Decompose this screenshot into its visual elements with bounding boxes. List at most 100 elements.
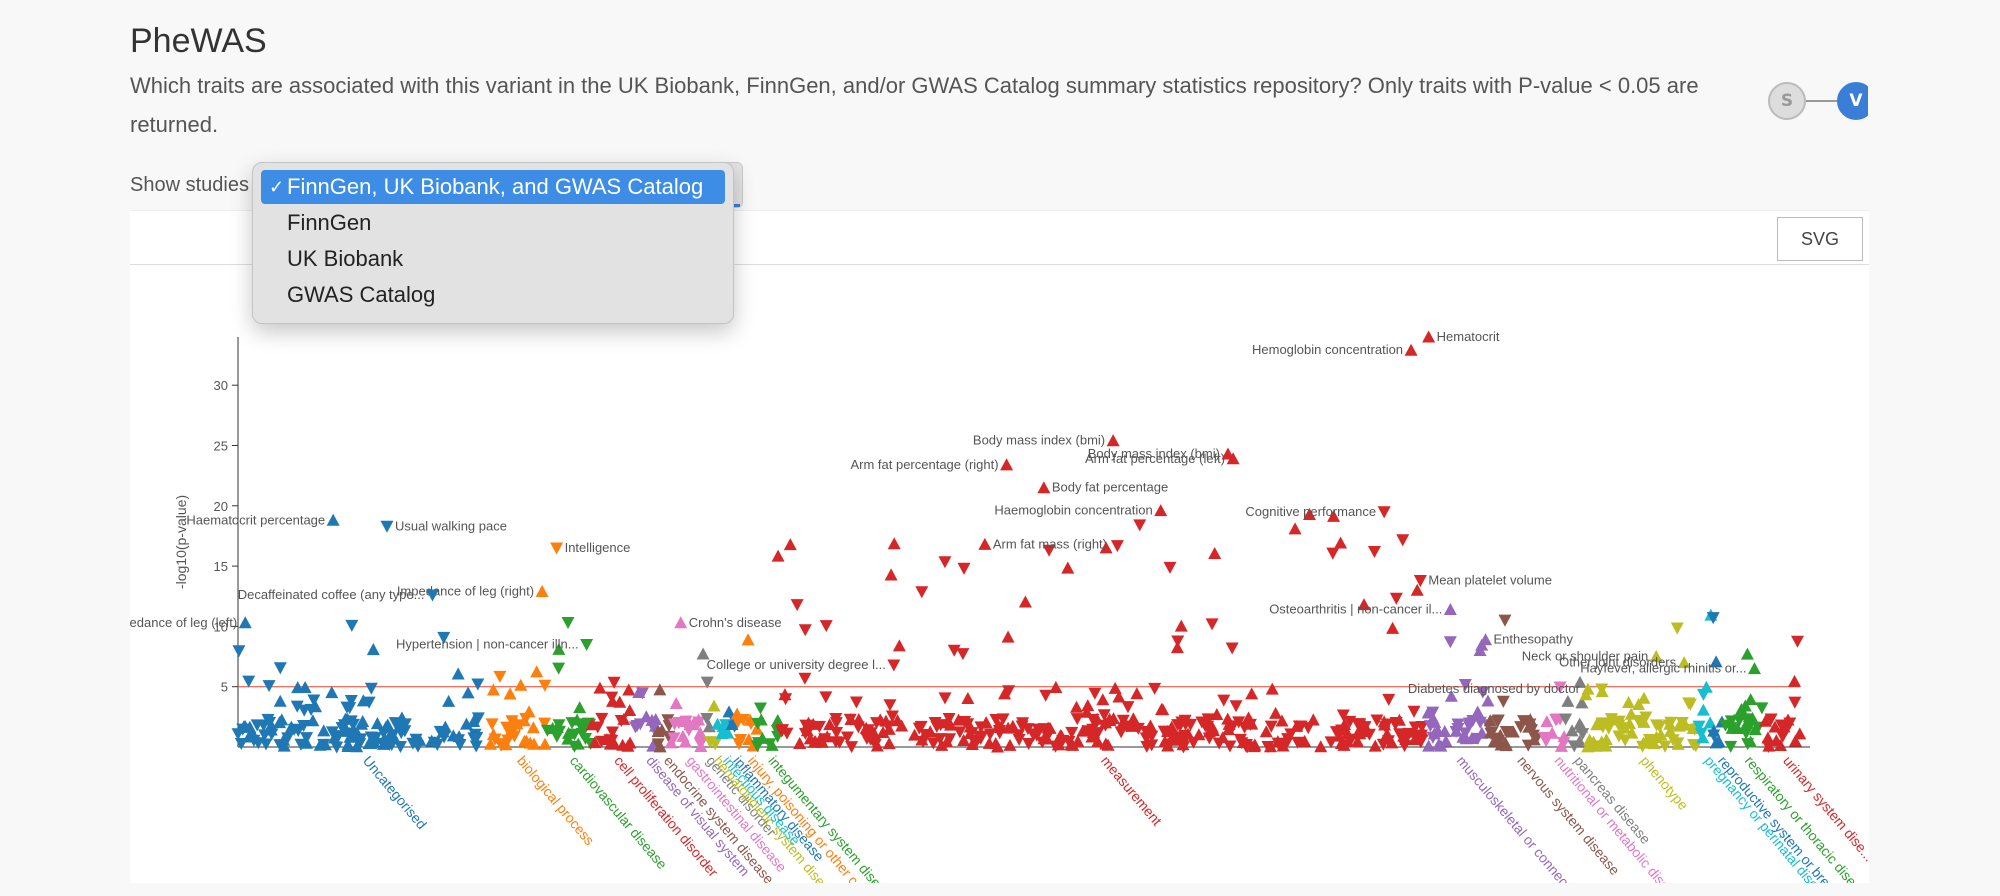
data-point — [1639, 711, 1653, 724]
y-tick-label: 15 — [214, 559, 228, 574]
annotated-point — [1154, 504, 1168, 517]
data-point — [1326, 547, 1340, 560]
data-point — [1439, 734, 1453, 747]
data-point — [376, 737, 390, 750]
data-point — [1049, 680, 1063, 693]
data-point — [1086, 723, 1100, 736]
data-point — [1764, 713, 1778, 726]
data-point — [1415, 721, 1429, 734]
data-point — [1334, 536, 1348, 549]
data-point — [1042, 544, 1056, 557]
data-point — [1065, 726, 1079, 739]
data-point — [552, 662, 566, 675]
checkmark-icon: ✓ — [269, 177, 285, 197]
annotated-point — [1404, 343, 1418, 356]
data-point — [356, 694, 370, 707]
option-gwas-catalog[interactable]: GWAS Catalog — [287, 282, 436, 307]
data-point — [751, 717, 765, 730]
data-point — [1259, 725, 1273, 738]
data-point — [1768, 720, 1782, 733]
data-point — [1035, 736, 1049, 749]
svg-export-button[interactable]: SVG — [1777, 217, 1863, 261]
data-point — [1337, 738, 1351, 751]
data-point — [994, 721, 1008, 734]
data-point — [398, 718, 412, 731]
data-point — [1130, 687, 1144, 700]
data-point — [273, 716, 287, 729]
data-point — [1043, 721, 1057, 734]
step-s[interactable]: S — [1768, 82, 1806, 120]
data-point — [1085, 730, 1099, 743]
data-point — [1593, 739, 1607, 752]
data-point — [1523, 713, 1537, 726]
data-point — [317, 738, 331, 751]
data-point — [1485, 726, 1499, 739]
data-point — [765, 738, 779, 751]
option-finngen[interactable]: FinnGen — [287, 210, 372, 235]
data-point — [1336, 709, 1350, 722]
data-point — [849, 696, 863, 709]
data-point — [1380, 727, 1394, 740]
data-point — [815, 735, 829, 748]
data-point — [1358, 721, 1372, 734]
annotated-point — [1677, 656, 1691, 669]
annotated-point — [1443, 603, 1457, 616]
data-point — [947, 644, 961, 657]
data-point — [538, 679, 552, 692]
data-point — [979, 716, 993, 729]
data-point — [1001, 630, 1015, 643]
data-point — [538, 737, 552, 750]
data-point — [573, 701, 587, 714]
data-point — [1291, 736, 1305, 749]
data-point — [1709, 655, 1723, 668]
data-point — [887, 537, 901, 550]
option-all-studies[interactable]: ✓ FinnGen, UK Biobank, and GWAS Catalog — [261, 170, 725, 204]
data-point — [1170, 641, 1184, 654]
data-point — [258, 729, 272, 742]
data-point — [264, 718, 278, 731]
data-point — [1788, 696, 1802, 709]
data-point — [483, 737, 497, 750]
option-uk-biobank[interactable]: UK Biobank — [287, 246, 404, 271]
data-point — [1022, 738, 1036, 751]
data-point — [771, 714, 785, 727]
data-point — [1176, 738, 1190, 751]
data-point — [750, 722, 764, 735]
point-label: Cognitive performance — [1245, 504, 1376, 519]
data-point — [1422, 739, 1436, 752]
data-point — [819, 620, 833, 633]
data-point — [526, 721, 540, 734]
data-point — [503, 687, 517, 700]
point-label: Body mass index (bmi) — [1088, 446, 1220, 461]
data-point — [1636, 740, 1650, 753]
data-point — [600, 732, 614, 746]
data-point — [957, 733, 971, 746]
data-point — [912, 722, 926, 735]
data-point — [1329, 726, 1343, 739]
data-point — [957, 562, 971, 575]
studies-dropdown-menu[interactable]: ✓ FinnGen, UK Biobank, and GWAS Catalog … — [252, 162, 734, 324]
data-point — [1248, 738, 1262, 751]
data-point — [942, 713, 956, 726]
data-point — [780, 727, 794, 740]
data-point — [1410, 583, 1424, 596]
data-point — [963, 727, 977, 740]
data-point — [1500, 725, 1514, 738]
data-point — [238, 720, 252, 733]
data-point — [664, 736, 678, 749]
annotated-point — [1747, 662, 1761, 675]
data-point — [1264, 720, 1278, 733]
data-point — [1573, 675, 1587, 688]
data-point — [669, 696, 683, 709]
data-point — [622, 683, 636, 696]
point-label: Osteoarthritis | non-cancer il... — [1269, 602, 1442, 617]
data-point — [1208, 546, 1222, 559]
data-point — [1324, 736, 1338, 749]
data-point — [1392, 713, 1406, 726]
data-point — [605, 726, 619, 739]
data-point — [519, 734, 533, 747]
point-label: Diabetes diagnosed by doctor — [1408, 681, 1581, 696]
data-point — [1483, 714, 1497, 727]
data-point — [1540, 715, 1554, 728]
data-point — [1131, 722, 1145, 735]
